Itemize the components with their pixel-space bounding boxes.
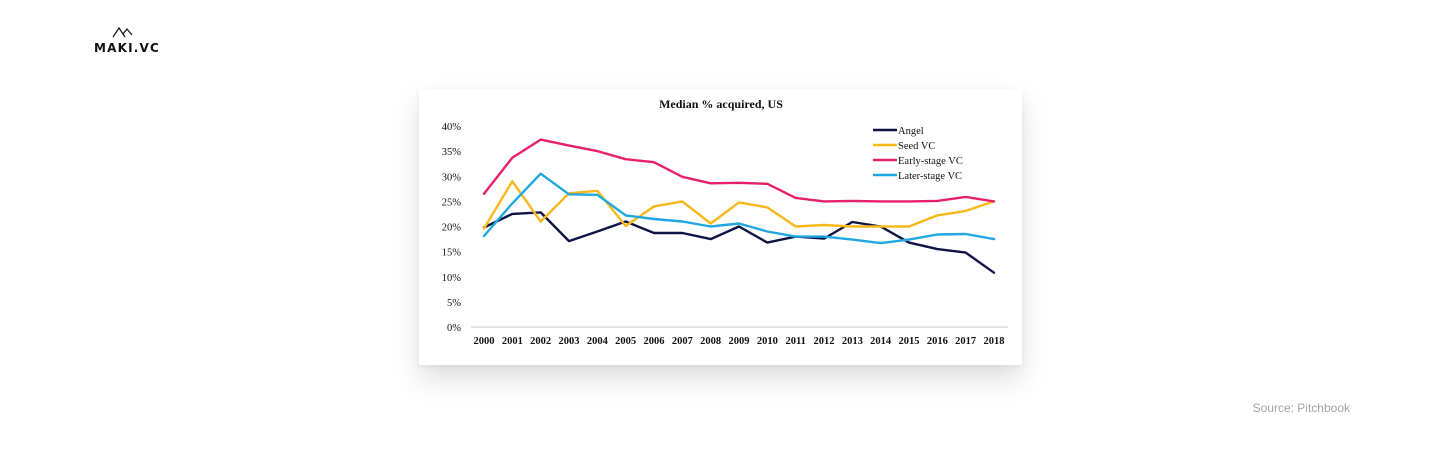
legend-label: Later-stage VC [898, 171, 962, 182]
y-tick-label: 40% [442, 122, 462, 133]
x-tick-label: 2004 [587, 336, 609, 347]
x-tick-label: 2002 [530, 336, 551, 347]
legend-label: Seed VC [898, 141, 935, 152]
x-tick-label: 2010 [757, 336, 778, 347]
source-note: Source: Pitchbook [1252, 401, 1350, 415]
legend: Angel Seed VC Early-stage VC Later-stage VC [873, 126, 963, 182]
chart-title: Median % acquired, US [659, 97, 783, 111]
x-tick-label: 2018 [984, 336, 1005, 347]
x-tick-label: 2016 [927, 336, 948, 347]
line-chart: Median % acquired, US 0% 5% 10% 15% 20% 25% 30… [442, 97, 1008, 347]
x-tick-label: 2000 [474, 336, 495, 347]
y-tick-label: 10% [442, 273, 462, 284]
y-tick-label: 25% [442, 197, 462, 208]
x-tick-label: 2011 [785, 336, 805, 347]
x-tick-label: 2001 [502, 336, 523, 347]
brand-name: MAKI.VC [94, 41, 161, 55]
x-tick-label: 2006 [644, 336, 665, 347]
x-tick-label: 2012 [814, 336, 835, 347]
y-tick-label: 30% [442, 172, 462, 183]
x-tick-label: 2005 [615, 336, 636, 347]
x-tick-label: 2008 [700, 336, 721, 347]
y-axis: 0% 5% 10% 15% 20% 25% 30% 35% 40% [442, 122, 462, 334]
y-tick-label: 20% [442, 223, 462, 234]
y-tick-label: 5% [447, 298, 461, 309]
series-lines [482, 138, 996, 274]
series-line-angel [482, 211, 996, 274]
mountain-icon [112, 26, 133, 38]
x-tick-label: 2003 [559, 336, 580, 347]
x-tick-label: 2014 [870, 336, 892, 347]
series-line-later-stage-vc [482, 172, 996, 245]
x-tick-label: 2017 [955, 336, 976, 347]
chart-card: Median % acquired, US 0% 5% 10% 15% 20% 25% 30… [419, 89, 1022, 365]
series-line-early-stage-vc [482, 138, 996, 203]
x-tick-label: 2009 [729, 336, 750, 347]
x-axis: 2000 2001 2002 2003 2004 2005 2006 2007 2008 2009… [471, 326, 1008, 347]
x-tick-label: 2015 [899, 336, 920, 347]
x-tick-label: 2013 [842, 336, 863, 347]
legend-label: Early-stage VC [898, 156, 963, 167]
y-tick-label: 35% [442, 147, 462, 158]
brand-logo[interactable]: MAKI.VC [94, 26, 160, 55]
x-tick-label: 2007 [672, 336, 693, 347]
y-tick-label: 0% [447, 323, 461, 334]
legend-label: Angel [898, 126, 924, 137]
y-tick-label: 15% [442, 248, 462, 259]
